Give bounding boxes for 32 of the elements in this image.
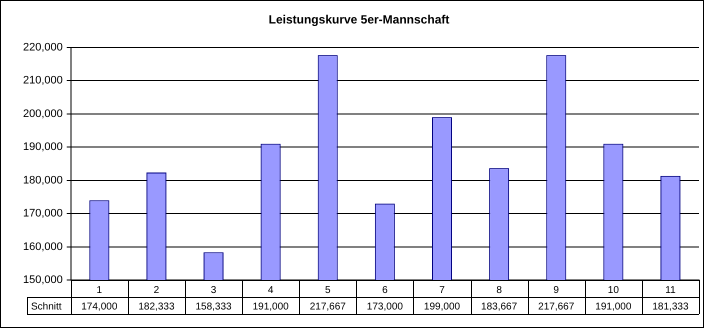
data-label: 182,333 [138, 301, 175, 312]
x-tick-label: 9 [553, 284, 560, 296]
y-tick-label: 190,000 [22, 141, 63, 154]
data-label: 158,333 [195, 301, 232, 312]
y-tick-label: 210,000 [22, 74, 63, 87]
data-label: 191,000 [595, 301, 632, 312]
chart-title: Leistungskurve 5er-Mannschaft [268, 12, 450, 27]
data-label: 173,000 [366, 301, 404, 312]
x-tick-label: 6 [382, 284, 388, 296]
y-tick-label: 200,000 [22, 108, 63, 120]
x-tick-label: 11 [665, 284, 676, 296]
y-tick-label: 180,000 [22, 174, 63, 186]
y-tick-label: 220,000 [22, 41, 63, 54]
y-tick-label: 150,000 [22, 274, 63, 286]
data-label: 191,000 [252, 301, 290, 312]
data-label: 217,667 [310, 301, 346, 312]
text: Schnitt [31, 301, 62, 312]
x-tick-label: 7 [439, 284, 446, 296]
x-tick-label: 8 [496, 284, 502, 296]
x-tick-label: 4 [268, 284, 274, 296]
x-tick-label: 2 [154, 284, 160, 296]
y-tick-label: 170,000 [22, 208, 63, 220]
x-tick-label: 3 [210, 284, 217, 296]
x-tick-label: 10 [608, 284, 620, 296]
y-tick-label: 160,000 [22, 240, 63, 253]
data-label: 183,667 [481, 301, 518, 312]
x-tick-label: 5 [324, 284, 331, 296]
data-label: 181,333 [652, 301, 689, 312]
data-label: 217,667 [538, 301, 575, 312]
data-label: 199,000 [424, 301, 460, 312]
data-label: 174,000 [81, 301, 118, 312]
x-tick-label: 1 [96, 284, 103, 296]
